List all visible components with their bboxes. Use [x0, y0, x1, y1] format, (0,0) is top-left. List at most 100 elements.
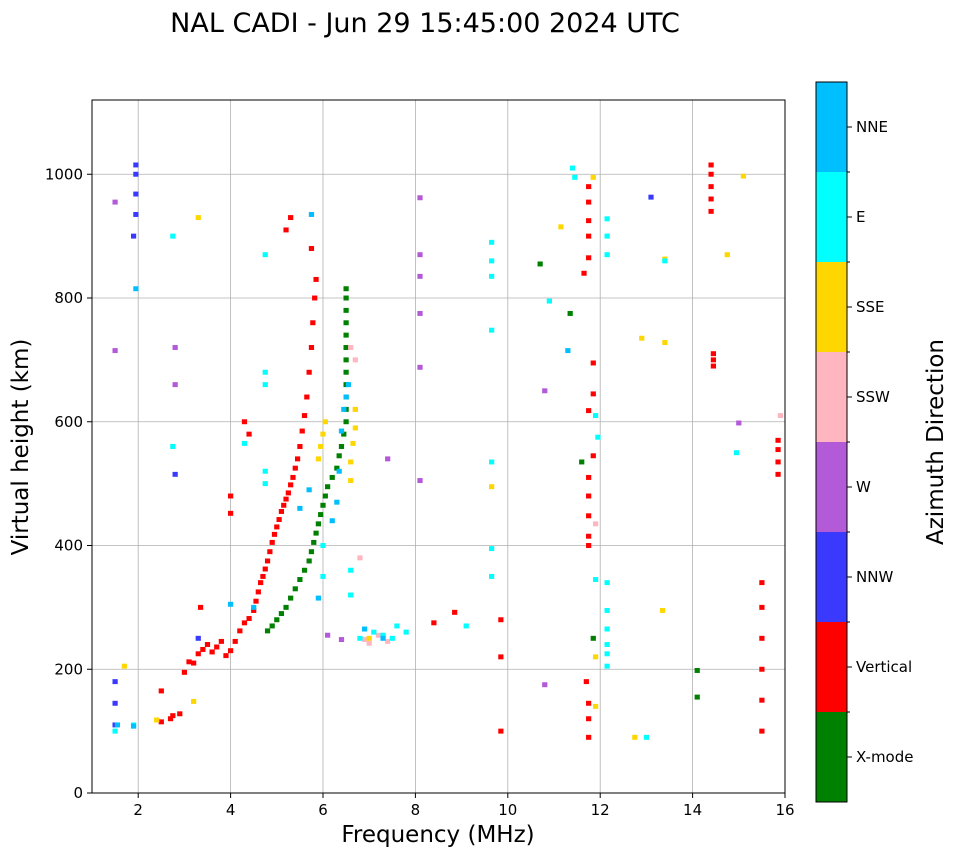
data-point-nne: [306, 487, 312, 493]
y-axis-ticks: 0 200 400 600 800 1000: [45, 165, 92, 802]
data-point-e: [604, 216, 610, 222]
x-tick-label: 8: [411, 801, 421, 819]
data-point-vertical: [237, 628, 243, 634]
data-point-vertical: [759, 697, 765, 703]
data-point-vertical: [209, 649, 215, 655]
data-point-x-mode: [579, 459, 585, 465]
series-nne: [114, 211, 571, 729]
data-point-vertical: [708, 196, 714, 202]
data-point-nne: [345, 382, 352, 388]
data-point-e: [662, 258, 668, 264]
data-point-vertical: [292, 465, 298, 471]
data-point-vertical: [759, 666, 765, 672]
data-point-e: [170, 233, 176, 239]
data-point-e: [604, 651, 610, 657]
data-point-e: [643, 734, 650, 740]
data-point-vertical: [283, 496, 289, 502]
data-point-x-mode: [343, 345, 349, 350]
data-point-vertical: [299, 428, 305, 434]
y-tick-label: 1000: [45, 165, 83, 183]
data-point-vertical: [775, 471, 781, 477]
data-point-ssw: [352, 357, 358, 363]
colorbar-segment: [816, 352, 847, 442]
data-point-sse: [590, 174, 596, 180]
data-point-ssw: [777, 413, 783, 419]
x-tick-label: 10: [498, 801, 517, 819]
data-point-vertical: [775, 447, 781, 453]
data-point-e: [604, 580, 610, 586]
data-point-sse: [592, 703, 599, 709]
data-point-x-mode: [567, 310, 573, 316]
data-point-sse: [320, 431, 326, 437]
data-point-x-mode: [288, 595, 294, 601]
colorbar: X-mode Vertical NNW W SSW SSE E NNE: [815, 81, 913, 803]
series-w: [112, 195, 742, 688]
data-point-sse: [318, 444, 324, 449]
data-point-sse: [558, 224, 564, 230]
data-point-ssw: [366, 640, 372, 646]
data-point-vertical: [195, 651, 201, 657]
data-point-e: [595, 434, 601, 440]
data-point-vertical: [246, 616, 252, 621]
data-point-vertical: [274, 524, 280, 530]
data-point-vertical: [313, 276, 319, 282]
colorbar-tick-label: E: [856, 208, 865, 226]
data-point-x-mode: [306, 558, 312, 564]
data-point-x-mode: [341, 431, 347, 437]
y-tick-label: 200: [54, 660, 83, 678]
data-point-vertical: [759, 580, 765, 586]
series-sse: [121, 173, 747, 740]
data-point-w: [172, 345, 178, 350]
data-point-e: [320, 573, 326, 579]
data-point-vertical: [586, 734, 592, 740]
data-point-e: [371, 629, 377, 635]
data-point-vertical: [158, 719, 164, 725]
data-point-vertical: [586, 233, 592, 239]
data-point-nnw: [133, 191, 139, 197]
data-point-w: [417, 273, 423, 279]
data-point-vertical: [310, 320, 316, 326]
data-point-sse: [632, 734, 638, 740]
data-point-x-mode: [343, 295, 349, 301]
data-point-x-mode: [318, 512, 324, 518]
data-point-nne: [130, 723, 137, 729]
data-point-x-mode: [343, 332, 349, 338]
data-point-nne: [361, 626, 368, 632]
data-point-vertical: [586, 700, 592, 706]
data-point-vertical: [197, 604, 204, 610]
data-point-x-mode: [694, 668, 700, 673]
data-point-vertical: [586, 218, 592, 224]
y-tick-label: 800: [54, 289, 83, 307]
data-point-e: [569, 165, 576, 171]
data-point-vertical: [251, 607, 257, 613]
data-point-sse: [366, 635, 372, 641]
data-point-x-mode: [264, 628, 271, 634]
data-point-x-mode: [315, 521, 321, 527]
data-point-e: [489, 258, 495, 264]
data-point-vertical: [452, 609, 458, 615]
data-point-vertical: [167, 716, 174, 722]
data-point-e: [241, 440, 248, 446]
data-point-x-mode: [537, 261, 543, 267]
data-point-vertical: [586, 184, 592, 190]
data-point-e: [389, 635, 395, 641]
x-tick-label: 4: [226, 801, 236, 819]
data-point-vertical: [308, 345, 315, 350]
data-point-nne: [341, 406, 347, 412]
data-point-ssw: [592, 521, 599, 527]
data-point-vertical: [258, 580, 264, 586]
colorbar-segment: [816, 712, 847, 802]
colorbar-segment: [816, 82, 847, 172]
data-point-vertical: [759, 635, 765, 641]
data-point-x-mode: [301, 567, 308, 573]
data-point-nnw: [130, 233, 137, 239]
data-point-e: [604, 607, 610, 613]
data-point-x-mode: [274, 617, 280, 623]
data-point-sse: [195, 215, 201, 221]
data-point-vertical: [304, 394, 310, 400]
data-point-nne: [338, 428, 345, 434]
data-point-sse: [322, 419, 328, 425]
data-point-w: [417, 310, 423, 316]
data-point-vertical: [708, 184, 714, 190]
